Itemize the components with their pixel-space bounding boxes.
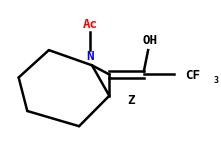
Text: 3: 3 bbox=[214, 76, 219, 85]
Text: N: N bbox=[86, 50, 94, 63]
Text: OH: OH bbox=[143, 34, 158, 47]
Text: Z: Z bbox=[127, 94, 135, 107]
Text: Ac: Ac bbox=[82, 18, 97, 31]
Text: CF: CF bbox=[185, 69, 200, 82]
